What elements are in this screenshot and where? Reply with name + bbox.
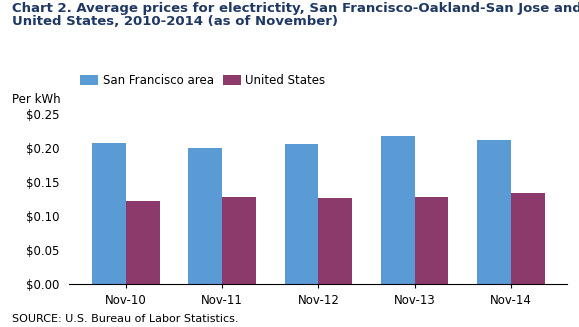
Bar [92,143,126,284]
Bar [511,193,545,284]
Bar [415,197,449,284]
Text: SOURCE: U.S. Bureau of Labor Statistics.: SOURCE: U.S. Bureau of Labor Statistics. [12,314,238,324]
Text: Per kWh: Per kWh [12,93,60,106]
Bar [318,198,352,284]
Legend: San Francisco area, United States: San Francisco area, United States [75,69,330,92]
Text: Chart 2. Average prices for electrictity, San Francisco-Oakland-San Jose and the: Chart 2. Average prices for electrictity… [12,2,579,15]
Bar [222,198,256,284]
Bar [477,140,511,284]
Bar [381,135,415,284]
Bar [126,201,160,284]
Bar [285,144,318,284]
Bar [188,148,222,284]
Text: United States, 2010-2014 (as of November): United States, 2010-2014 (as of November… [12,15,338,28]
